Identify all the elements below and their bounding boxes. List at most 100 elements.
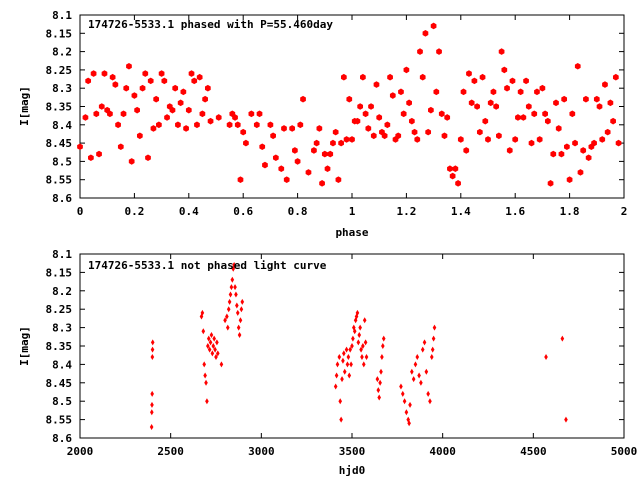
data-point	[583, 95, 589, 103]
data-point	[398, 88, 404, 96]
unphased-light-curve-chart: 2000 2500 3000 3500 4000 4500 5000 8.1 8.15 8.2 8.…	[18, 248, 637, 477]
data-point	[204, 84, 211, 92]
data-point	[424, 368, 429, 375]
data-point	[351, 335, 355, 342]
data-point	[175, 121, 181, 129]
data-point	[580, 147, 587, 154]
data-point	[444, 114, 451, 121]
data-point	[384, 121, 391, 129]
data-point	[381, 132, 388, 140]
data-point	[142, 70, 149, 77]
x-axis-label-top: phase	[335, 226, 368, 239]
y-tick-label: 8.3	[52, 82, 72, 95]
data-point	[300, 95, 306, 103]
data-point	[377, 394, 381, 401]
data-point	[145, 154, 151, 162]
data-point	[232, 114, 238, 121]
data-point	[98, 103, 105, 110]
data-point	[431, 335, 436, 342]
data-point	[517, 88, 524, 96]
data-point	[305, 169, 312, 176]
data-point	[403, 66, 410, 74]
data-point	[360, 73, 366, 81]
data-point	[604, 128, 611, 136]
data-point	[199, 313, 204, 320]
data-point	[419, 73, 426, 81]
data-point	[324, 165, 331, 173]
data-point	[555, 125, 562, 132]
data-point	[235, 309, 240, 316]
data-point	[509, 77, 516, 85]
data-point	[123, 84, 130, 92]
data-point	[316, 125, 323, 132]
x-tick-label: 3500	[339, 445, 366, 458]
y-tick-label: 8.6	[52, 432, 72, 445]
data-point	[206, 343, 210, 349]
y-tick-label: 8.35	[46, 340, 73, 353]
x-tick-label: 4000	[429, 445, 456, 458]
y-tick-label: 8.4	[52, 358, 72, 371]
data-point	[232, 262, 236, 269]
data-point	[229, 284, 234, 291]
data-point	[352, 328, 357, 335]
data-point	[482, 117, 489, 125]
y-tick-label: 8.2	[52, 285, 72, 298]
x-tick-label: 1.2	[396, 205, 416, 218]
y-tick-label: 8.55	[46, 414, 73, 427]
data-point	[134, 106, 140, 114]
chart-title-bottom: 174726-5533.1 not phased light curve	[88, 259, 327, 272]
data-point	[209, 331, 214, 338]
y-tick-label: 8.5	[52, 395, 72, 408]
data-point	[457, 136, 464, 143]
data-point	[335, 361, 340, 368]
data-point	[506, 147, 513, 154]
data-point	[234, 121, 241, 129]
data-point	[485, 136, 491, 143]
data-point	[210, 350, 215, 357]
data-point	[574, 62, 581, 70]
data-point	[150, 346, 155, 353]
data-point	[344, 346, 349, 353]
data-point	[566, 176, 573, 183]
y-axis-label-top: I[mag]	[18, 86, 31, 126]
data-point	[413, 361, 418, 368]
data-point	[414, 136, 421, 143]
x-tick-label: 1	[349, 205, 356, 218]
y-tick-label: 8.15	[46, 266, 73, 279]
data-point	[191, 77, 198, 85]
data-point	[88, 154, 94, 162]
data-point	[259, 143, 266, 151]
data-point	[272, 154, 279, 162]
data-point	[349, 361, 353, 368]
data-point	[225, 324, 230, 331]
data-point	[547, 180, 554, 187]
data-point	[381, 343, 385, 349]
y-tick-label: 8.45	[46, 137, 73, 150]
data-point	[156, 121, 162, 129]
data-point	[206, 335, 211, 342]
data-point	[117, 143, 124, 151]
data-point	[433, 88, 440, 96]
data-point	[262, 161, 268, 169]
data-point	[359, 346, 363, 353]
x-tick-label: 5000	[611, 445, 638, 458]
data-point	[368, 103, 374, 110]
data-point	[361, 361, 366, 368]
y-tick-label: 8.3	[52, 322, 72, 335]
data-point	[389, 92, 396, 99]
data-point	[358, 324, 362, 331]
data-point	[422, 30, 429, 37]
x-tick-label: 1.4	[451, 205, 471, 218]
data-point	[340, 376, 344, 383]
data-point	[200, 309, 205, 316]
data-point	[449, 172, 456, 180]
data-point	[362, 317, 367, 324]
data-point	[370, 132, 377, 140]
data-point	[204, 379, 208, 386]
data-point	[101, 70, 108, 77]
data-point	[602, 81, 608, 88]
data-point	[338, 398, 343, 405]
data-point	[411, 128, 418, 136]
data-point	[335, 176, 342, 183]
